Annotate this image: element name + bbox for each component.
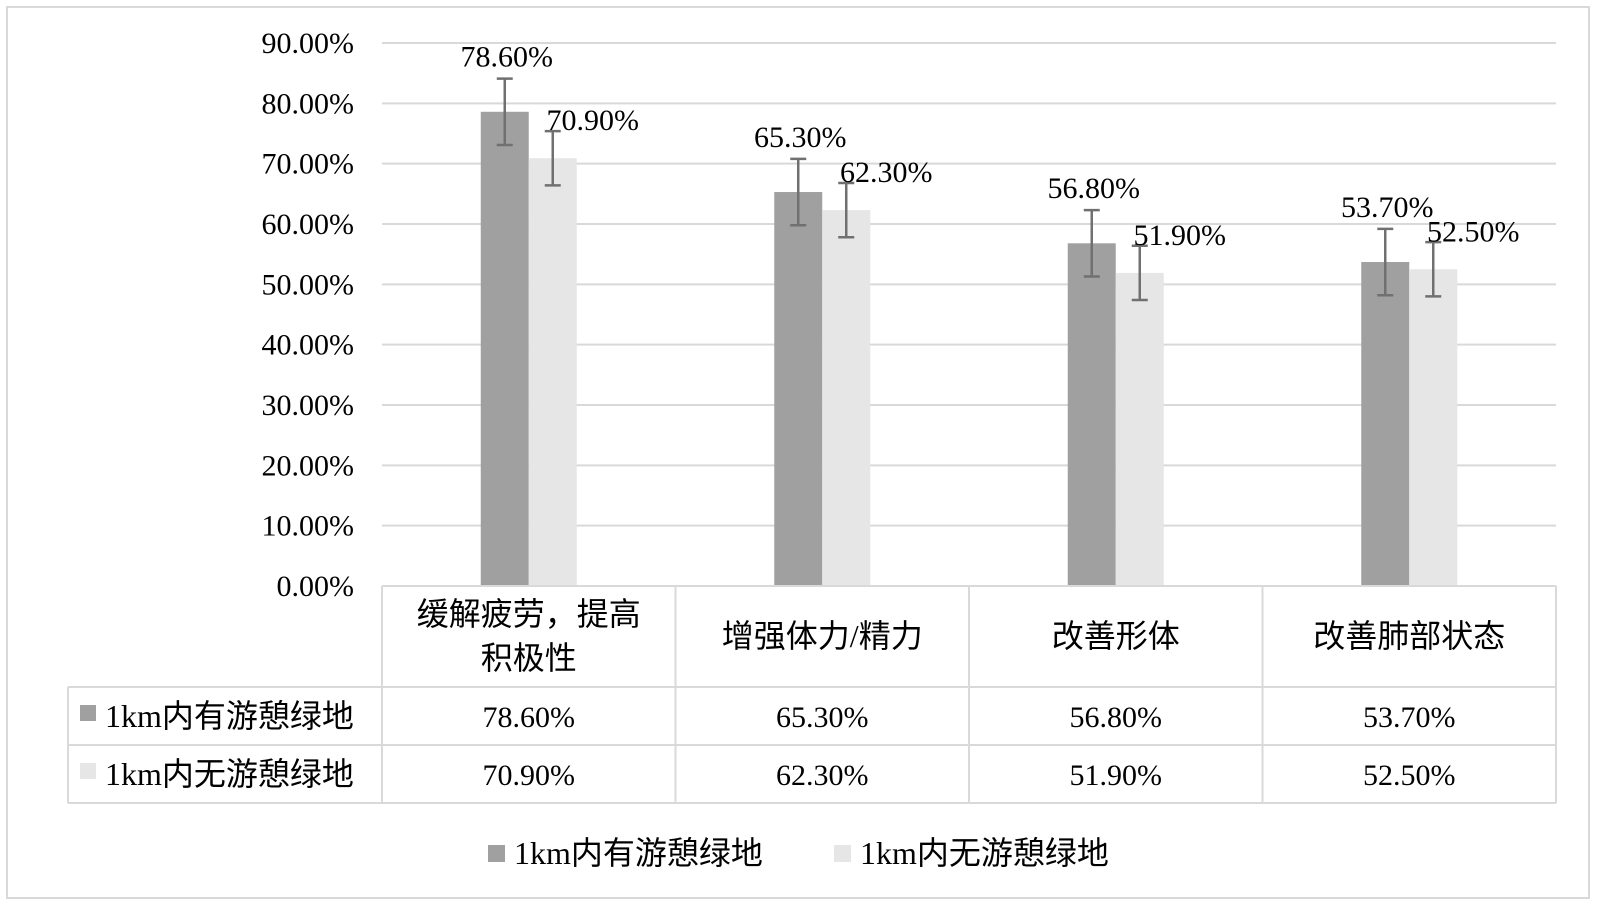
gridlines (382, 42, 1556, 527)
legend-swatch (488, 845, 505, 862)
y-tick-label: 20.00% (262, 449, 355, 482)
data-label: 70.90% (547, 104, 640, 137)
table-legend-key (80, 705, 96, 721)
bar (528, 158, 577, 586)
table-legend-key (80, 763, 96, 779)
category-label: 改善形体 (1052, 618, 1180, 654)
bar (822, 210, 871, 586)
table-cell: 53.70% (1363, 701, 1456, 734)
y-axis: 0.00% 10.00% 20.00% 30.00% 40.00% 50.00% 60.00… (262, 27, 355, 603)
y-tick-label: 70.00% (262, 148, 355, 181)
bar (480, 111, 529, 586)
y-tick-label: 30.00% (262, 389, 355, 422)
bar (1361, 262, 1410, 586)
y-tick-label: 60.00% (262, 208, 355, 241)
bars (480, 111, 1458, 587)
category-label: 积极性 (481, 640, 577, 676)
legend-label: 1km内无游憩绿地 (860, 835, 1109, 871)
table-cell: 51.90% (1070, 759, 1163, 792)
bar (1115, 272, 1164, 586)
y-tick-label: 50.00% (262, 268, 355, 301)
data-label: 52.50% (1427, 215, 1520, 248)
category-label: 缓解疲劳，提高 (417, 596, 641, 632)
table-cell: 65.30% (776, 701, 869, 734)
y-tick-label: 10.00% (262, 510, 355, 543)
data-label: 78.60% (461, 41, 554, 74)
data-label: 62.30% (840, 156, 933, 189)
table-series-name: 1km内无游憩绿地 (105, 756, 354, 792)
data-label: 65.30% (754, 121, 847, 154)
bar (774, 192, 823, 587)
table-cell: 52.50% (1363, 759, 1456, 792)
table-cell: 62.30% (776, 759, 869, 792)
legend: 1km内有游憩绿地 1km内无游憩绿地 (488, 835, 1109, 871)
y-tick-label: 90.00% (262, 27, 355, 60)
category-label: 改善肺部状态 (1313, 618, 1505, 654)
y-tick-label: 40.00% (262, 329, 355, 362)
bar (1067, 243, 1116, 586)
error-bars (496, 77, 1442, 302)
data-label: 56.80% (1048, 172, 1141, 205)
category-label: 增强体力/精力 (722, 618, 923, 654)
y-tick-label: 0.00% (277, 570, 355, 603)
bar (1409, 269, 1458, 586)
legend-swatch (834, 845, 851, 862)
legend-label: 1km内有游憩绿地 (514, 835, 763, 871)
table-series-name: 1km内有游憩绿地 (105, 698, 354, 734)
table-cell: 78.60% (483, 701, 576, 734)
data-labels: 78.60% 65.30% 56.80% 53.70% 70.90% 62.30% 51.9… (461, 41, 1520, 252)
data-label: 51.90% (1134, 219, 1227, 252)
data-label: 53.70% (1341, 191, 1434, 224)
table-cell: 70.90% (483, 759, 576, 792)
y-tick-label: 80.00% (262, 87, 355, 120)
table-cell: 56.80% (1070, 701, 1163, 734)
